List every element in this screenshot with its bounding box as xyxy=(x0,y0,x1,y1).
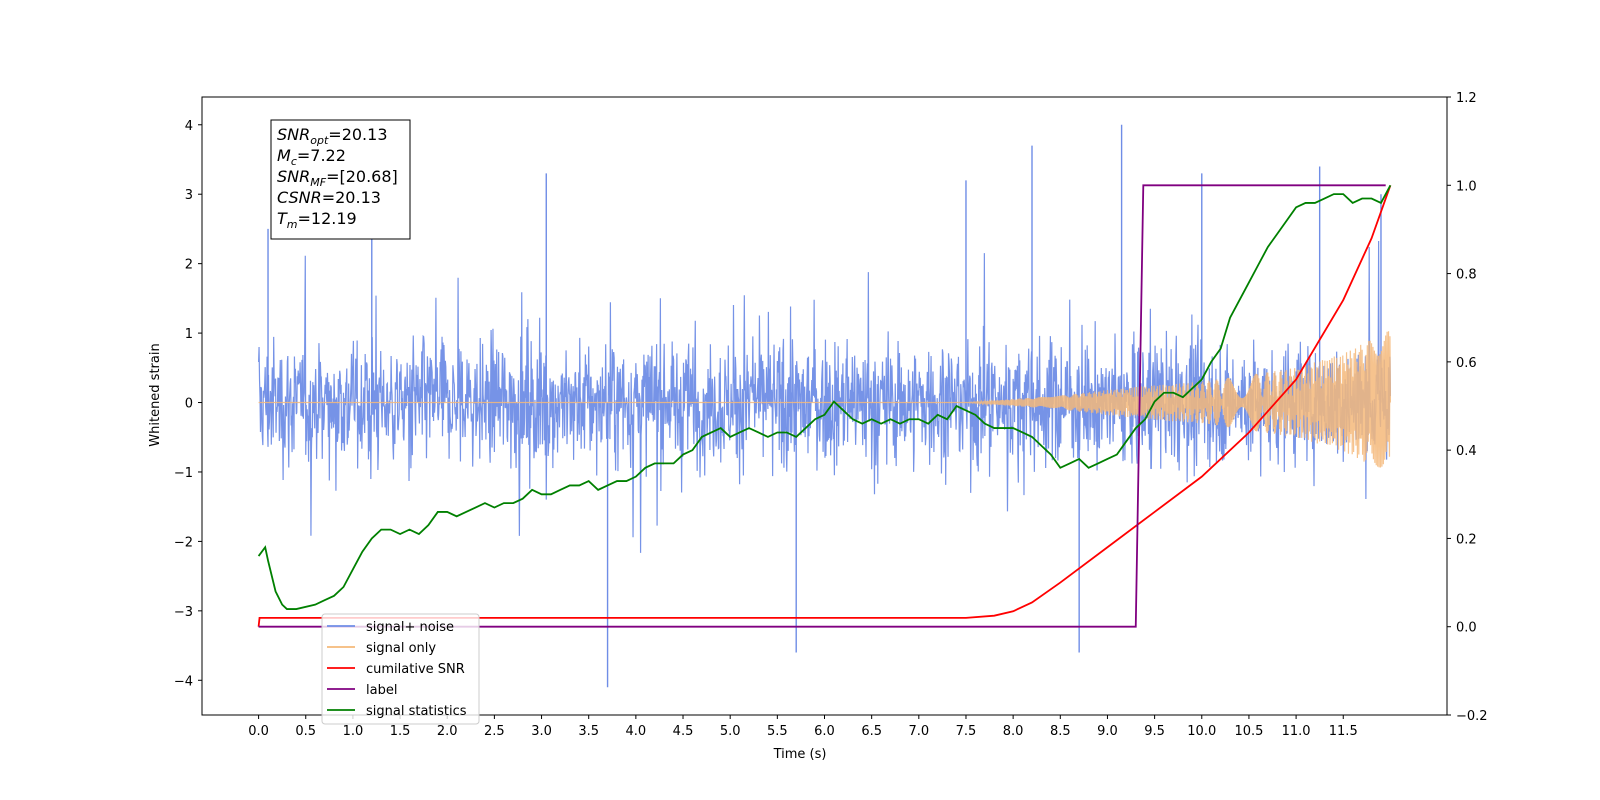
y2-tick-label: −0.2 xyxy=(1456,709,1488,724)
y2-tick-label: 0.6 xyxy=(1456,356,1477,371)
legend-label: signal+ noise xyxy=(366,620,454,635)
x-tick-label: 10.5 xyxy=(1234,724,1263,739)
y2-tick-label: 1.2 xyxy=(1456,91,1477,106)
y-tick-label: −3 xyxy=(174,605,193,620)
x-tick-label: 7.0 xyxy=(908,724,929,739)
y-tick-label: −1 xyxy=(174,466,193,481)
annotation-line: Tm=12.19 xyxy=(277,209,357,231)
y2-tick-label: 0.0 xyxy=(1456,621,1477,636)
x-tick-label: 6.5 xyxy=(861,724,882,739)
annotation-line: Mc=7.22 xyxy=(277,146,346,168)
y-tick-label: 1 xyxy=(185,327,193,342)
y2-tick-label: 0.4 xyxy=(1456,444,1477,459)
x-tick-label: 3.5 xyxy=(578,724,599,739)
series-signal-statistics-line xyxy=(257,184,1392,610)
y2-tick-label: 1.0 xyxy=(1456,179,1477,194)
x-axis-label: Time (s) xyxy=(773,747,827,762)
x-tick-label: 10.0 xyxy=(1187,724,1216,739)
annotation-frame xyxy=(270,119,411,240)
x-tick-label: 1.5 xyxy=(390,724,411,739)
x-tick-label: 8.5 xyxy=(1050,724,1071,739)
y2-tick-label: 0.2 xyxy=(1456,532,1477,547)
x-tick-label: 3.0 xyxy=(531,724,552,739)
x-tick-label: 11.5 xyxy=(1329,724,1358,739)
plot-area xyxy=(257,124,1392,688)
x-tick-label: 9.0 xyxy=(1097,724,1118,739)
legend-label: signal only xyxy=(366,641,436,656)
y-tick-label: 4 xyxy=(185,119,193,134)
x-tick-label: 4.5 xyxy=(673,724,694,739)
x-tick-label: 7.5 xyxy=(956,724,977,739)
x-tick-label: 11.0 xyxy=(1282,724,1311,739)
axes: 0.0 0.5 1.0 1.5 2.0 2.5 3.0 3.5 4.0 4.5 5.0 5.5 6.0 6… xyxy=(174,91,1488,739)
annotation-box: SNRopt=20.13Mc=7.22SNRMF=[20.68]CSNR=20.… xyxy=(270,119,411,240)
x-tick-label: 9.5 xyxy=(1144,724,1165,739)
legend-frame xyxy=(321,613,480,725)
annotation-line: SNRMF=[20.68] xyxy=(277,167,398,189)
legend-label: label xyxy=(366,683,397,698)
x-tick-label: 0.0 xyxy=(248,724,269,739)
series-cumulative-snr-line xyxy=(257,184,1392,627)
y-tick-label: −4 xyxy=(174,674,193,689)
legend-label: cumilative SNR xyxy=(366,662,465,677)
x-tick-label: 8.0 xyxy=(1003,724,1024,739)
series-label-line xyxy=(258,184,1386,628)
y2-tick-label: 0.8 xyxy=(1456,268,1477,283)
x-tick-label: 5.5 xyxy=(767,724,788,739)
y-axis-label: Whitened strain xyxy=(148,343,163,446)
x-tick-label: 0.5 xyxy=(295,724,316,739)
x-tick-label: 4.0 xyxy=(626,724,647,739)
x-tick-label: 6.0 xyxy=(814,724,835,739)
x-tick-label: 2.0 xyxy=(437,724,458,739)
y-tick-label: −2 xyxy=(174,535,193,550)
y-tick-label: 0 xyxy=(185,397,193,412)
legend-label: signal statistics xyxy=(366,704,467,719)
x-tick-label: 1.0 xyxy=(343,724,364,739)
y-tick-label: 3 xyxy=(185,188,193,203)
series-signal-only-line xyxy=(258,331,1392,468)
legend: signal+ noise signal only cumilative SNR la… xyxy=(321,613,480,725)
annotation-line: SNRopt=20.13 xyxy=(277,125,388,147)
x-tick-label: 2.5 xyxy=(484,724,505,739)
y-tick-label: 2 xyxy=(185,258,193,273)
annotation-line: CSNR=20.13 xyxy=(277,188,381,207)
x-tick-label: 5.0 xyxy=(720,724,741,739)
